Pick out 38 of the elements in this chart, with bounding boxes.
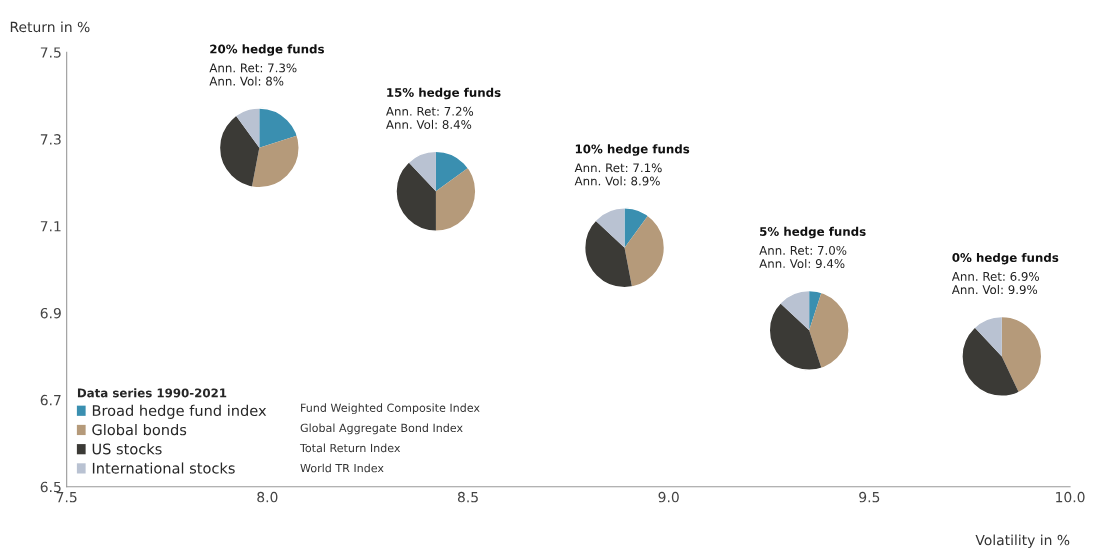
annotation: Ann. Ret: 6.9% (951, 271, 1039, 281)
annotation: Ann. Vol: 8% (209, 76, 284, 86)
annotation: Ann. Vol: 8.9% (574, 176, 660, 186)
x-tick-label: 9.0 (658, 491, 679, 503)
y-axis-title: Return in % (10, 21, 90, 33)
y-tick-label: 6.9 (40, 307, 61, 319)
chart-title: 10% hedge funds (575, 144, 690, 156)
x-tick-label: 8.5 (457, 491, 478, 503)
y-tick-label: 6.5 (40, 481, 61, 493)
annotation: Ann. Ret: 7.2% (386, 106, 474, 116)
annotation: World TR Index (300, 463, 384, 473)
y-tick-label: 7.3 (40, 134, 61, 145)
legend-title: Data series 1990-2021 (77, 388, 227, 398)
y-tick-label: 7.1 (40, 221, 61, 232)
annotation: Ann. Vol: 9.4% (759, 258, 845, 269)
chart-title: 20% hedge funds (210, 44, 324, 56)
legend-label: International stocks (92, 462, 235, 474)
chart-title: 0% hedge funds (952, 252, 1059, 265)
legend-label: US stocks (92, 443, 162, 455)
annotation: Ann. Vol: 9.9% (951, 284, 1038, 295)
chart-title: 5% hedge funds (760, 226, 866, 239)
legend-label: Global bonds (92, 423, 187, 436)
annotation: Ann. Ret: 7.3% (209, 63, 297, 73)
x-tick-label: 7.5 (56, 492, 77, 503)
annotation: Global Aggregate Bond Index (300, 423, 463, 435)
x-tick-label: 10.0 (1056, 491, 1085, 503)
x-tick-label: 9.5 (859, 491, 880, 503)
y-tick-label: 6.7 (40, 394, 61, 406)
annotation: Ann. Vol: 8.4% (386, 119, 472, 129)
y-tick-label: 7.5 (40, 47, 61, 58)
chart-title: 15% hedge funds (387, 87, 501, 100)
annotation: Fund Weighted Composite Index (301, 403, 480, 415)
x-tick-label: 8.0 (257, 491, 278, 503)
annotation: Ann. Ret: 7.1% (574, 163, 662, 173)
annotation: Ann. Ret: 7.0% (759, 245, 847, 255)
legend-label: Broad hedge fund index (92, 404, 267, 419)
x-axis-title: Volatility in % (975, 534, 1070, 548)
annotation: Total Return Index (299, 443, 401, 453)
